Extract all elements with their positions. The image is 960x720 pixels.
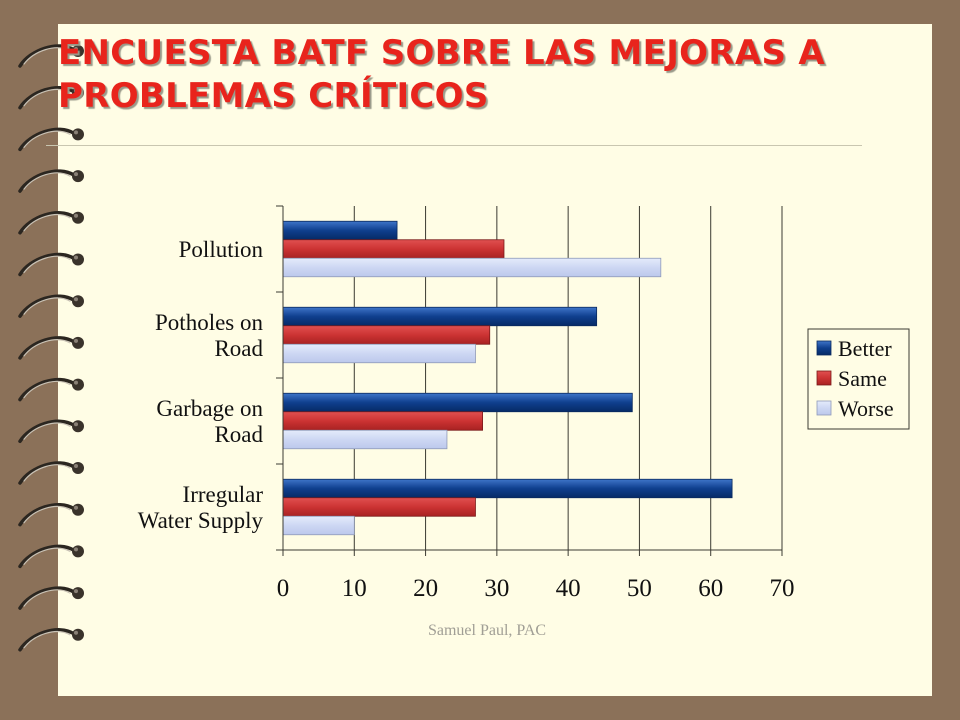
legend-label-better: Better [838,336,892,361]
ring-highlight [23,589,71,607]
ring-highlight [23,255,71,274]
ring-highlight [23,505,71,524]
binding-hole-shine [74,380,78,385]
bar-better [282,392,633,413]
binding-hole-shine [74,630,78,635]
bar-same [282,497,476,517]
x-tick-label: 70 [770,575,795,602]
binding-hole-shine [74,130,78,135]
ring-highlight [23,380,71,399]
binding-hole-shine [74,47,78,51]
binding-hole-shine [74,505,78,510]
ring-wire [18,336,76,360]
slide-panel [58,24,932,696]
x-tick-label: 20 [413,575,438,602]
category-label: Pollution [179,237,264,262]
bar-better [282,306,598,327]
bar-same [282,325,491,345]
x-tick-label: 10 [342,575,367,602]
ring-highlight [23,631,71,649]
x-tick-label: 50 [627,575,652,602]
category-label: Potholes on [155,310,263,335]
ring-highlight [23,464,71,482]
ring-wire [18,586,76,610]
ring-highlight [23,47,71,65]
ring-highlight [23,422,71,440]
ring-wire [18,169,76,193]
spiral-binding [18,44,84,652]
binding-hole-shine [74,338,78,343]
ring-wire [18,628,76,652]
binding-hole-shine [74,213,78,218]
ring-wire [18,127,76,152]
binding-hole-shine [74,172,78,177]
bar-worse [282,515,355,536]
ring-wire [18,419,76,444]
binding-hole-shine [74,255,78,260]
ring-highlight [23,214,71,232]
category-label: Road [214,422,263,447]
binding-hole-shine [74,547,78,552]
bar-same [282,411,484,431]
bar-worse [282,343,476,364]
binding-hole-shine [74,297,78,302]
legend-label-same: Same [838,366,887,391]
ring-highlight [23,172,71,190]
x-tick-label: 30 [484,575,509,602]
bar-better [282,478,733,499]
ring-highlight [23,297,71,315]
ring-highlight [23,88,71,107]
page-title: ENCUESTA BATF SOBRE LAS MEJORAS A PROBLE… [58,33,825,116]
category-label: Garbage on [156,396,263,421]
ring-wire [18,461,76,485]
category-label: Irregular [183,482,264,507]
x-tick-label: 40 [556,575,581,602]
x-tick-label: 60 [698,575,723,602]
title-divider [46,145,862,146]
binding-hole-shine [74,88,78,93]
category-label: Water Supply [138,508,264,533]
ring-wire [18,211,76,235]
bar-same [282,239,505,259]
bar-better [282,220,398,241]
legend-swatch-worse [816,400,832,416]
ring-wire [18,86,76,110]
ring-highlight [23,339,71,357]
bar-worse [282,429,448,450]
legend-swatch-same [816,370,832,386]
x-tick-label: 0 [277,575,290,602]
ring-wire [18,544,76,569]
ring-wire [18,503,76,527]
ring-highlight [23,130,71,148]
ring-wire [18,44,76,68]
ring-wire [18,377,76,402]
ring-highlight [23,547,71,565]
binding-hole-shine [74,464,78,468]
ring-wire [18,252,76,277]
bar-worse [282,257,662,278]
footer-credit: Samuel Paul, PAC [427,622,547,639]
legend-swatch-better [816,340,832,356]
binding-hole-shine [74,422,78,427]
ring-wire [18,294,76,318]
category-label: Road [214,336,263,361]
binding-hole-shine [74,589,78,594]
legend-label-worse: Worse [838,396,894,421]
